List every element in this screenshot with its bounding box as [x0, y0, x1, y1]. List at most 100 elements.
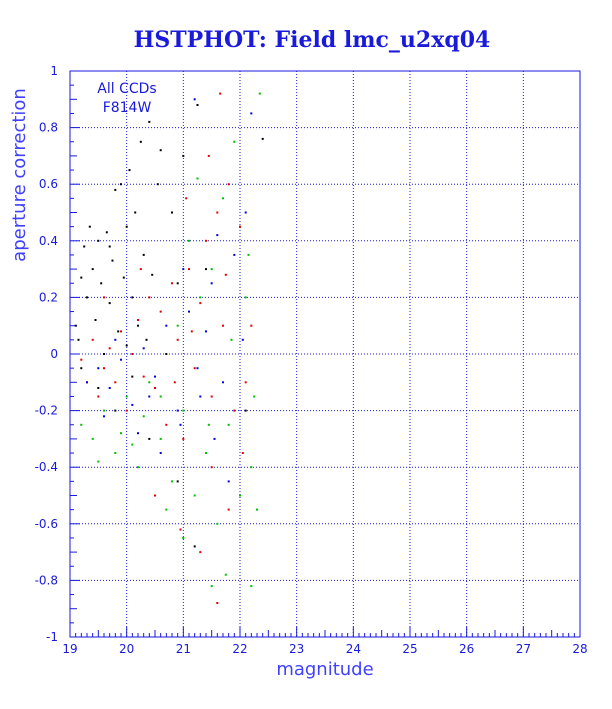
data-point [74, 324, 77, 327]
data-point [108, 302, 111, 305]
data-point [227, 480, 230, 483]
data-point [148, 120, 151, 123]
data-point [182, 268, 185, 271]
x-tick-label: 22 [232, 642, 247, 656]
data-point [86, 381, 88, 384]
data-point [165, 423, 168, 426]
x-tick-label: 19 [62, 642, 77, 656]
data-point [210, 466, 213, 469]
data-point [159, 149, 162, 152]
data-point [247, 253, 250, 256]
data-point [171, 480, 173, 483]
data-point [120, 432, 122, 435]
x-tick-label: 21 [176, 642, 191, 656]
data-point [239, 225, 241, 228]
annotation-line-2: F814W [103, 100, 152, 116]
data-point [179, 528, 182, 531]
data-point [97, 367, 100, 370]
data-point [205, 268, 207, 271]
data-point [193, 98, 196, 101]
x-tick-label: 28 [572, 642, 587, 656]
axis-ticks [69, 70, 581, 638]
y-tick-label: -0.2 [35, 404, 58, 418]
data-point [182, 409, 185, 412]
data-point [253, 395, 256, 398]
data-point [244, 409, 247, 412]
data-point [88, 225, 91, 228]
y-tick-label: -0.6 [35, 517, 58, 531]
y-tick-labels: -1 -0.8 -0.6 -0.4 -0.2 0 0.2 0.4 0.6 0.8 1 [35, 64, 58, 644]
data-point [227, 508, 230, 511]
data-point [233, 140, 236, 143]
data-point [137, 324, 139, 327]
data-point [210, 282, 213, 285]
data-point [125, 395, 128, 398]
data-point [97, 460, 100, 463]
chart-title: HSTPHOT: Field lmc_u2xq04 [134, 27, 491, 53]
y-tick-label: 0.4 [39, 234, 58, 248]
data-point [137, 466, 139, 469]
x-tick-label: 25 [402, 642, 417, 656]
data-point [159, 437, 162, 440]
data-point [241, 452, 244, 454]
data-point [216, 602, 219, 604]
data-point [244, 381, 247, 384]
data-point [171, 211, 173, 214]
data-point [176, 480, 179, 483]
data-point [227, 423, 230, 426]
data-point [131, 443, 134, 446]
data-point [151, 273, 154, 276]
data-point [222, 324, 224, 327]
y-tick-label: -0.8 [35, 573, 58, 587]
data-point [179, 423, 182, 426]
data-point [117, 330, 120, 333]
data-point [256, 508, 258, 511]
data-point [196, 177, 199, 180]
data-point [97, 239, 100, 242]
data-point [165, 508, 168, 511]
data-point [142, 253, 145, 256]
data-point [199, 302, 202, 305]
data-point [196, 104, 199, 106]
data-point [100, 282, 103, 285]
data-point [105, 231, 108, 234]
x-tick-label: 23 [289, 642, 304, 656]
data-point [154, 494, 156, 497]
data-point [176, 282, 179, 285]
y-tick-label: 1 [50, 64, 58, 78]
data-point [244, 211, 247, 214]
data-point [131, 375, 134, 378]
data-point [114, 452, 117, 454]
data-point [205, 239, 207, 242]
data-point [108, 387, 111, 389]
data-point [139, 268, 142, 271]
data-point [120, 183, 122, 186]
data-point [199, 551, 202, 554]
data-point [205, 330, 207, 333]
data-point [103, 409, 105, 412]
data-point [134, 211, 137, 214]
y-tick-label: 0 [50, 347, 58, 361]
data-point [154, 375, 156, 378]
data-point [131, 296, 134, 299]
data-point [176, 409, 179, 412]
data-point [210, 585, 213, 588]
y-axis-label: aperture correction [9, 88, 30, 262]
data-point [103, 367, 105, 370]
data-point [114, 188, 117, 191]
x-axis-label: magnitude [276, 659, 373, 680]
data-point [219, 92, 222, 95]
data-point [222, 381, 224, 384]
data-point [216, 234, 219, 237]
data-point [139, 140, 142, 143]
data-point [114, 409, 117, 412]
data-point [193, 545, 196, 548]
data-point [91, 338, 94, 341]
data-point [207, 423, 210, 426]
data-point [233, 253, 236, 256]
annotation-line-1: All CCDs [97, 81, 156, 97]
data-point [188, 310, 190, 313]
data-point [125, 344, 128, 347]
grid-lines [70, 71, 580, 637]
y-tick-label: 0.6 [39, 177, 58, 191]
